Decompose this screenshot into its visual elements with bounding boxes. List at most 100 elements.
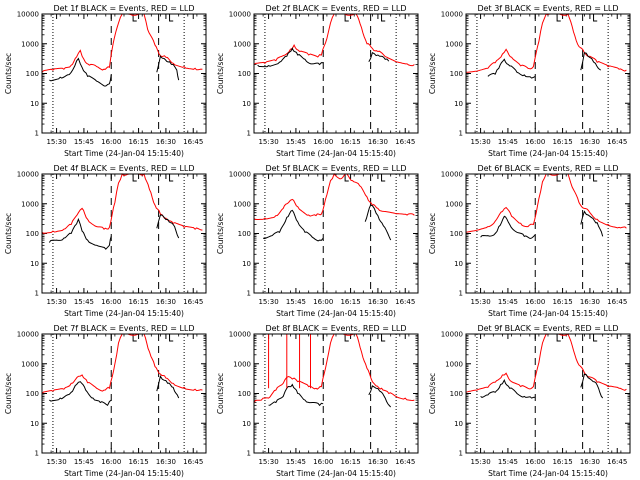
x-tick-label: 16:30	[156, 298, 176, 306]
panel-5: Det 5f BLACK = Events, RED = LLD Counts/s…	[216, 164, 419, 318]
interval-bracket	[169, 14, 174, 22]
y-tick-label: 10000	[441, 331, 463, 339]
y-tick-label: 100	[238, 230, 251, 238]
x-tick-label: 15:45	[286, 298, 306, 306]
interval-bracket	[556, 334, 561, 342]
x-tick-label: 16:30	[156, 138, 176, 146]
x-tick-label: 16:00	[101, 298, 121, 306]
y-tick-label: 10	[242, 420, 251, 428]
y-tick-label: 10000	[17, 331, 39, 339]
x-axis-label: Start Time (24-Jan-04 15:15:40)	[276, 149, 396, 158]
x-axis-label: Start Time (24-Jan-04 15:15:40)	[64, 309, 184, 318]
panel-6: Det 6f BLACK = Events, RED = LLD Counts/s…	[428, 164, 631, 318]
y-tick-label: 1000	[21, 40, 39, 48]
x-tick-label: 15:45	[498, 458, 518, 466]
x-tick-label: 16:45	[607, 458, 627, 466]
y-axis-label: Counts/sec	[4, 373, 13, 414]
x-tick-label: 16:30	[368, 138, 388, 146]
y-tick-label: 10	[454, 100, 463, 108]
x-tick-label: 16:15	[552, 458, 572, 466]
x-axis-label: Start Time (24-Jan-04 15:15:40)	[64, 469, 184, 478]
interval-bracket	[381, 334, 386, 342]
x-tick-label: 16:00	[525, 458, 545, 466]
events-series-line	[487, 58, 536, 79]
plot-frame	[253, 333, 419, 454]
plot-frame	[41, 333, 207, 454]
y-tick-label: 10000	[229, 171, 251, 179]
panel-title: Det 5f BLACK = Events, RED = LLD	[265, 164, 406, 173]
x-tick-label: 15:45	[498, 138, 518, 146]
lld-series-line	[41, 333, 203, 394]
x-tick-label: 16:00	[525, 298, 545, 306]
panel-title: Det 7f BLACK = Events, RED = LLD	[53, 324, 194, 333]
y-axis-label: Counts/sec	[216, 373, 225, 414]
panel-2: Det 2f BLACK = Events, RED = LLD Counts/s…	[216, 4, 419, 158]
lld-series-line	[253, 173, 415, 220]
events-series-line	[49, 381, 112, 407]
x-tick-label: 15:30	[46, 458, 66, 466]
y-tick-label: 1000	[445, 200, 463, 208]
y-tick-label: 1	[247, 290, 251, 298]
interval-bracket	[169, 334, 174, 342]
x-tick-label: 15:45	[74, 298, 94, 306]
y-tick-label: 1000	[21, 360, 39, 368]
x-tick-label: 15:45	[286, 458, 306, 466]
x-tick-label: 16:45	[607, 298, 627, 306]
y-tick-label: 10	[454, 420, 463, 428]
x-tick-label: 15:30	[258, 298, 278, 306]
y-tick-label: 10	[30, 100, 39, 108]
panel-title: Det 2f BLACK = Events, RED = LLD	[265, 4, 406, 13]
x-tick-label: 16:15	[340, 298, 360, 306]
plot-frame	[465, 13, 631, 134]
panel-title: Det 3f BLACK = Events, RED = LLD	[477, 4, 618, 13]
y-tick-label: 10	[242, 100, 251, 108]
interval-bracket	[344, 334, 349, 342]
x-tick-label: 16:30	[580, 298, 600, 306]
y-axis-label: Counts/sec	[428, 213, 437, 254]
interval-bracket	[132, 334, 137, 342]
x-tick-label: 16:00	[101, 138, 121, 146]
x-tick-label: 16:30	[368, 298, 388, 306]
x-tick-label: 15:45	[74, 138, 94, 146]
panel-title: Det 8f BLACK = Events, RED = LLD	[265, 324, 406, 333]
y-tick-label: 1	[35, 290, 39, 298]
x-tick-label: 15:30	[46, 138, 66, 146]
panel-8: Det 8f BLACK = Events, RED = LLD Counts/s…	[216, 324, 419, 478]
plot-frame	[465, 333, 631, 454]
y-axis-label: Counts/sec	[216, 213, 225, 254]
panel-7: Det 7f BLACK = Events, RED = LLD Counts/s…	[4, 324, 207, 478]
y-tick-label: 10	[30, 420, 39, 428]
interval-bracket	[556, 14, 561, 22]
plot-frame	[253, 173, 419, 294]
events-series-line	[48, 217, 112, 250]
interval-bracket	[344, 174, 349, 182]
x-tick-label: 15:30	[470, 458, 490, 466]
x-tick-label: 16:45	[395, 458, 415, 466]
panel-title: Det 6f BLACK = Events, RED = LLD	[477, 164, 618, 173]
y-tick-label: 10000	[441, 11, 463, 19]
x-tick-label: 16:15	[128, 298, 148, 306]
plot-frame	[253, 13, 419, 134]
lld-series-line	[465, 333, 627, 393]
y-tick-label: 10000	[229, 331, 251, 339]
x-axis-label: Start Time (24-Jan-04 15:15:40)	[488, 309, 608, 318]
y-tick-label: 100	[26, 70, 39, 78]
x-axis-label: Start Time (24-Jan-04 15:15:40)	[488, 469, 608, 478]
events-series-line	[156, 375, 180, 399]
interval-bracket	[169, 174, 174, 182]
y-tick-label: 10	[30, 260, 39, 268]
interval-bracket	[132, 174, 137, 182]
events-series-line	[580, 52, 602, 71]
y-tick-label: 1	[35, 130, 39, 138]
y-tick-label: 1	[247, 450, 251, 458]
x-tick-label: 16:30	[580, 458, 600, 466]
interval-bracket	[381, 174, 386, 182]
x-tick-label: 16:45	[607, 138, 627, 146]
x-tick-label: 16:00	[101, 458, 121, 466]
events-series-line	[262, 209, 324, 242]
interval-bracket	[132, 14, 137, 22]
events-series-line	[268, 383, 324, 407]
x-axis-label: Start Time (24-Jan-04 15:15:40)	[64, 149, 184, 158]
x-tick-label: 16:15	[128, 138, 148, 146]
y-axis-label: Counts/sec	[4, 53, 13, 94]
